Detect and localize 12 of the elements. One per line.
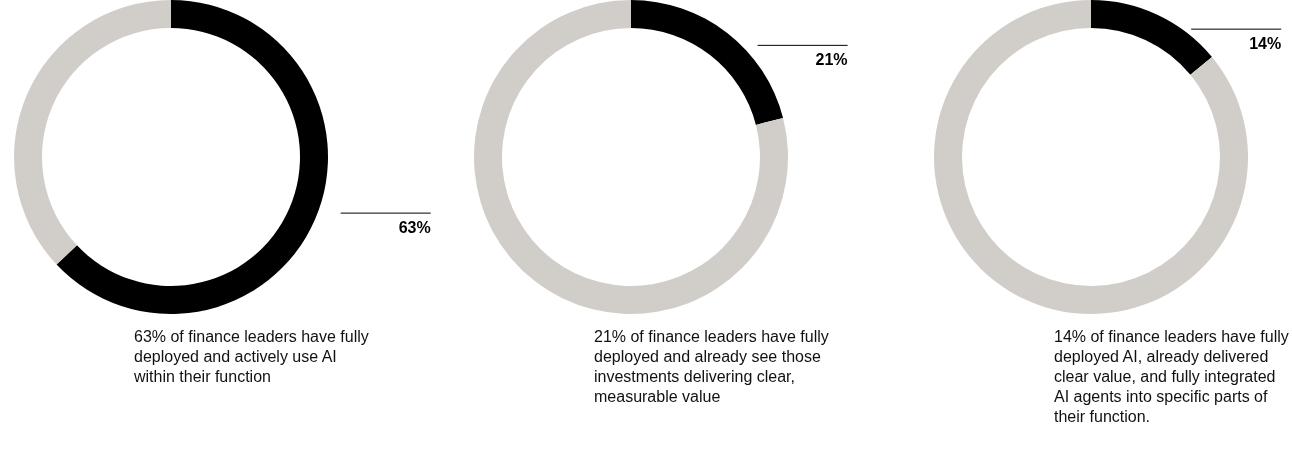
donut-slice [14,0,171,265]
data-label: 21% [815,51,848,69]
text: 14% of finance leaders have fully deployed AI, already delivered clear value, and fully integrated AI agents into specific parts of their function. [1054,328,1289,425]
donut-slice [474,0,788,314]
donut-slice [1091,0,1212,75]
text: 63% of finance leaders have fully deployed and actively use AI within their function [133,328,369,385]
donut-slice [631,0,784,125]
data-label: 63% [398,219,431,237]
text: 21% of finance leaders have fully deployed and already see those investments delivering clear, measurable value [594,328,829,405]
donut-slice [56,0,328,314]
data-label: 14% [1249,35,1282,53]
donut-slice [934,0,1248,314]
